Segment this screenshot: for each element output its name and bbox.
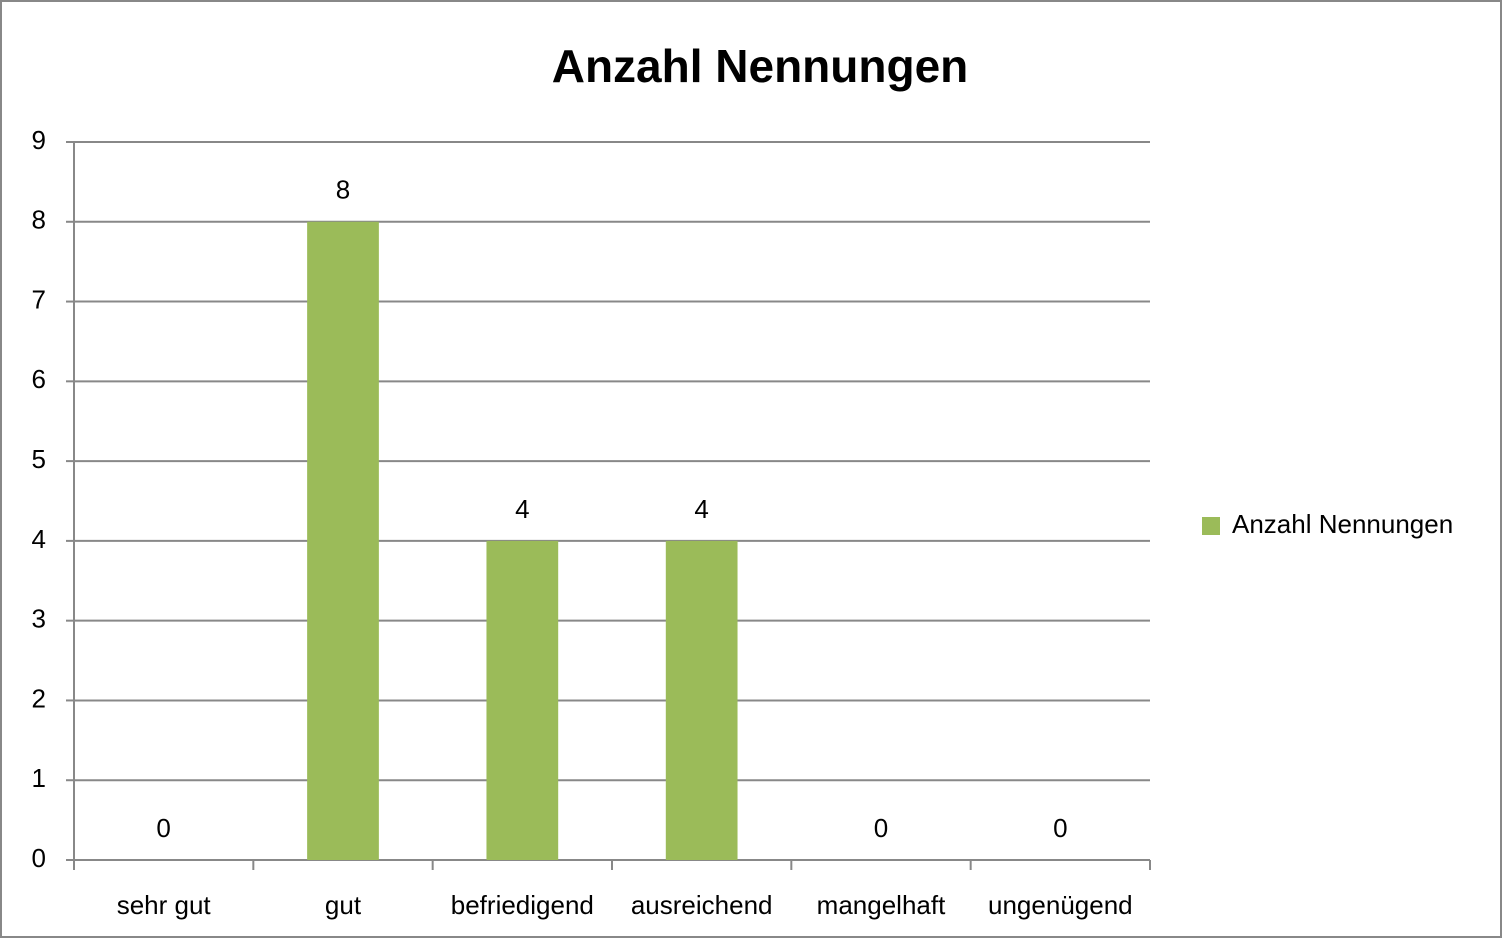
x-tick-label: gut: [325, 890, 362, 920]
y-tick-label: 2: [32, 683, 46, 713]
data-label: 0: [156, 813, 170, 843]
data-label: 0: [874, 813, 888, 843]
bar: [665, 540, 738, 860]
x-tick-label: ausreichend: [631, 890, 773, 920]
x-tick-label: befriedigend: [451, 890, 594, 920]
y-tick-label: 8: [32, 205, 46, 235]
x-tick-label: mangelhaft: [817, 890, 946, 920]
legend-label: Anzahl Nennungen: [1232, 509, 1453, 539]
data-label: 4: [515, 494, 529, 524]
y-tick-label: 4: [32, 524, 46, 554]
y-tick-label: 1: [32, 763, 46, 793]
x-tick-label: sehr gut: [117, 890, 212, 920]
y-tick-label: 9: [32, 125, 46, 155]
bar: [486, 540, 559, 860]
y-tick-label: 5: [32, 444, 46, 474]
bar: [307, 221, 379, 860]
data-label: 4: [694, 494, 708, 524]
chart-title: Anzahl Nennungen: [552, 40, 969, 92]
x-tick-label: ungenügend: [988, 890, 1133, 920]
data-label: 0: [1053, 813, 1067, 843]
data-label: 8: [336, 175, 350, 205]
y-tick-label: 3: [32, 604, 46, 634]
legend-swatch: [1202, 517, 1220, 535]
y-tick-label: 7: [32, 284, 46, 314]
y-tick-label: 6: [32, 364, 46, 394]
y-tick-label: 0: [32, 843, 46, 873]
